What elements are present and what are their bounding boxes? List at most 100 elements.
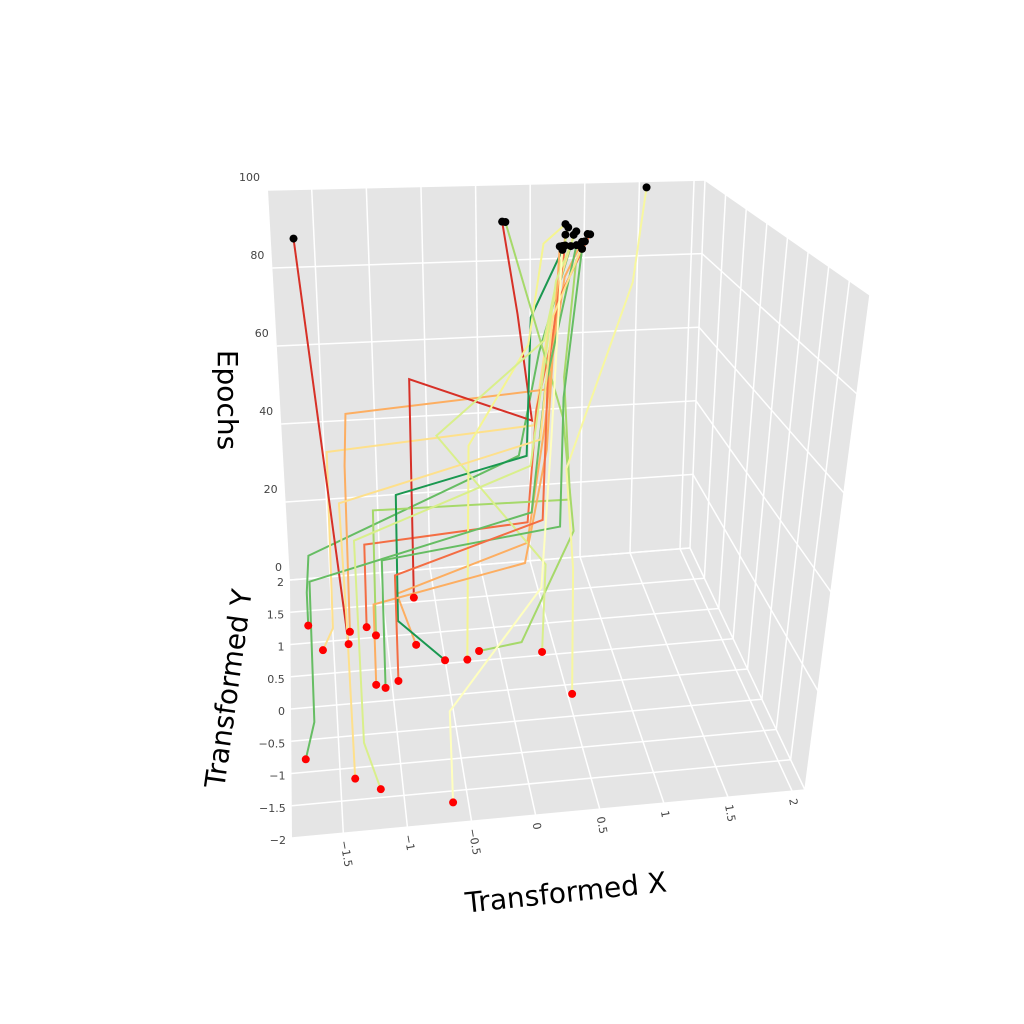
floor-gridline-y (290, 638, 734, 678)
floor-gridline-y (291, 698, 762, 742)
start-marker-9 (463, 655, 472, 664)
start-marker-15 (394, 676, 403, 685)
y-tick-label: 0.5 (267, 673, 285, 686)
end-marker-12 (642, 183, 651, 192)
end-marker-19 (558, 242, 567, 251)
end-marker-7 (561, 230, 570, 239)
start-marker-13 (372, 680, 381, 689)
right-gridline-z (704, 179, 871, 296)
start-marker-4 (362, 623, 371, 632)
start-marker-6 (409, 593, 418, 602)
back-gridline-x (420, 186, 431, 569)
z-tick-label: 40 (259, 405, 273, 418)
right-gridline-y (718, 208, 747, 609)
z-tick-label: 100 (239, 171, 260, 184)
back-gridline-z (276, 326, 700, 347)
back-gridline-x (679, 180, 695, 549)
right-gridline-y (789, 280, 851, 760)
right-gridline-z (701, 253, 858, 395)
y-tick-label: −1.5 (259, 802, 286, 815)
start-marker-18 (376, 785, 385, 794)
y-tick-label: 2 (277, 576, 284, 589)
start-marker-8 (441, 656, 450, 665)
floor-gridline-y (290, 577, 705, 613)
x-tick-label: 0.5 (594, 815, 610, 834)
y-tick-label: −2 (270, 834, 286, 847)
start-marker-2 (344, 640, 353, 649)
trajectory-line-19 (448, 245, 564, 803)
z-tick-label: 60 (255, 327, 269, 340)
right-gridline-z (689, 547, 806, 791)
right-gridline-y (761, 251, 809, 700)
y-tick-label: 1 (278, 641, 285, 654)
tick-labels: −1.5 −1 −0.5 0 0.5 1 1.5 2 −2 −1.5 −1 −0.5 0 0.5 1 1.5 2… (239, 171, 800, 868)
start-marker-11 (538, 647, 547, 656)
start-marker-12 (568, 689, 577, 698)
start-marker-14 (381, 683, 390, 692)
back-gridline-z (272, 252, 703, 269)
y-axis-title: Transformed Y (198, 586, 259, 791)
y-tick-label: −1 (269, 770, 285, 783)
back-gridline-z (285, 473, 694, 503)
trajectory-line-18 (352, 230, 578, 790)
end-marker-16 (572, 241, 581, 250)
right-gridline-y (703, 194, 727, 579)
z-tick-label: 20 (264, 483, 278, 496)
x-tick-label: −0.5 (466, 827, 483, 856)
trajectory-line-2 (292, 238, 350, 645)
floor-gridline-y (291, 789, 806, 839)
back-gridline-z (267, 179, 706, 191)
floor-gridline-y (290, 668, 748, 710)
end-marker-10 (501, 217, 510, 226)
floor-gridline-y (290, 607, 719, 646)
z-tick-label: 0 (275, 561, 282, 574)
x-tick-label: 2 (786, 797, 800, 806)
trajectory-line-10 (478, 221, 575, 652)
trajectory-line-16 (304, 244, 578, 760)
end-marker-17 (583, 230, 592, 239)
start-marker-7 (412, 640, 421, 649)
right-gridline-z (695, 400, 832, 593)
z-tick-label: 80 (250, 249, 264, 262)
x-tick-label: 1 (658, 809, 672, 818)
x-tick-label: −1 (401, 833, 417, 851)
back-gridline-z (289, 547, 691, 581)
back-gridline-x (474, 185, 481, 565)
trajectory-line-14 (380, 248, 584, 688)
right-gridline-y (746, 237, 789, 670)
x-axis-title: Transformed X (463, 866, 669, 920)
x-tick-label: 0 (530, 821, 544, 830)
end-marker-5 (580, 237, 589, 246)
right-gridline-z (692, 474, 819, 692)
start-marker-16 (301, 755, 310, 764)
right-gridline-y (804, 294, 871, 791)
z-axis-title: Epochs (211, 350, 244, 450)
y-tick-label: −0.5 (259, 737, 286, 750)
floor-gridline-y (291, 759, 791, 807)
trajectory-line-12 (565, 187, 648, 694)
start-marker-3 (345, 627, 354, 636)
right-gridline-z (698, 326, 845, 494)
back-gridline-x (365, 187, 381, 573)
trajectory-line-9 (466, 223, 567, 660)
x-tick-label: 1.5 (722, 803, 738, 822)
axis-panes (268, 180, 870, 838)
trajectory-line-13 (372, 246, 561, 685)
grid-lines (267, 179, 871, 839)
trajectory-lines (292, 187, 648, 803)
x-tick-label: −1.5 (337, 839, 354, 868)
start-marker-5 (371, 631, 380, 640)
end-marker-11 (564, 223, 573, 232)
trajectory-line-15 (393, 245, 567, 682)
y-tick-label: 0 (278, 705, 285, 718)
start-marker-19 (449, 798, 458, 807)
trajectory-line-6 (408, 221, 534, 598)
floor-pane (290, 548, 805, 838)
end-marker-18 (572, 227, 581, 236)
back-gridline-x (310, 188, 331, 577)
trajectory-line-8 (394, 249, 564, 662)
y-tick-label: 1.5 (267, 608, 285, 621)
trajectory-markers (289, 183, 651, 807)
start-marker-0 (304, 621, 313, 630)
